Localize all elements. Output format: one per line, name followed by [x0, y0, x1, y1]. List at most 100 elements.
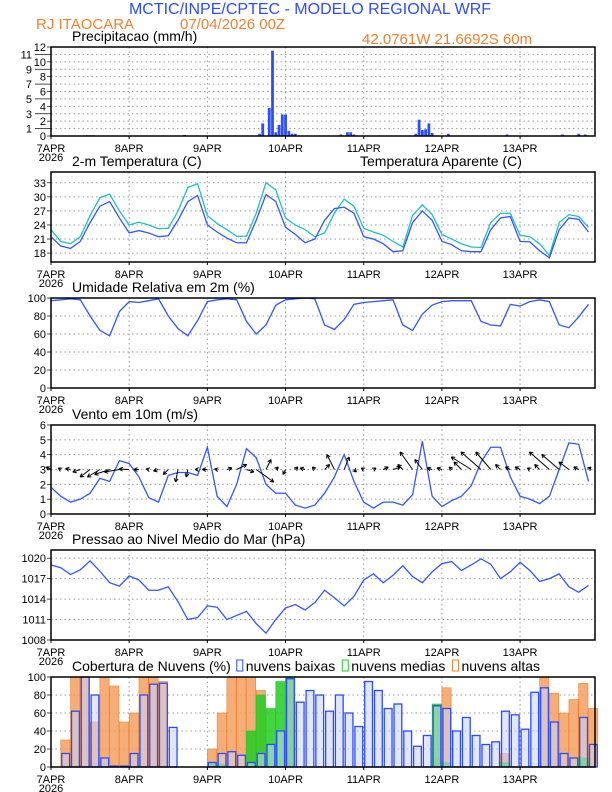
- wind-arrow-head: [250, 468, 255, 473]
- precip-bar: [261, 123, 265, 136]
- wind-vector: [311, 466, 317, 471]
- wind-arrow-head: [397, 466, 401, 471]
- y-tick-label: 1011: [22, 615, 46, 627]
- precip-bar: [414, 133, 418, 136]
- wind-vector: [79, 469, 91, 478]
- wind-arrow-head: [436, 467, 441, 472]
- wind-arrow-head: [449, 466, 454, 469]
- wind-arrow-head: [293, 466, 298, 469]
- x-tick-label: 12APR: [424, 269, 459, 281]
- cloud-bar-nuvens-baixas: [217, 752, 227, 768]
- precip-bar: [274, 132, 278, 136]
- cloud-bar-nuvens-baixas: [500, 710, 510, 768]
- cloud-bar-nuvens-altas: [109, 685, 120, 768]
- x-tick-label: 11APR: [347, 647, 381, 659]
- cloud-bar-nuvens-baixas: [344, 712, 354, 768]
- wind-arrow-head: [475, 451, 478, 457]
- y-tick-label: 30: [34, 192, 46, 204]
- wind-arrow-head: [145, 468, 150, 472]
- wind-arrow-head: [427, 466, 432, 469]
- legend-apparent-temperature: Temperatura Aparente (C): [360, 153, 522, 169]
- y-tick-label: 1008: [22, 635, 46, 647]
- wind-arrow-head: [104, 471, 109, 474]
- cloud-bar-nuvens-medias: [246, 730, 257, 768]
- wind-arrow-shaft: [541, 454, 560, 470]
- wind-arrow-shaft: [460, 451, 482, 470]
- wind-arrow-head: [326, 454, 331, 458]
- x-tick-label: 12APR: [424, 647, 459, 659]
- wind-vector: [118, 466, 130, 472]
- wind-arrow-head: [529, 451, 534, 454]
- panel-temp: [47, 171, 596, 265]
- cloud-bar-nuvens-baixas: [373, 689, 383, 768]
- x-tick-label: 9APR: [193, 269, 222, 281]
- run-date-label: 07/04/2026 00Z: [180, 16, 285, 33]
- wind-arrow-head: [397, 464, 402, 467]
- y-tick-label: 20: [34, 744, 46, 756]
- wind-vector: [133, 467, 139, 472]
- x-tick-label: 7APR: [37, 521, 66, 533]
- cloud-bar-nuvens-baixas: [530, 691, 540, 768]
- cloud-bar-nuvens-baixas: [70, 710, 80, 768]
- location-label: RJ ITAOCARA: [36, 16, 134, 33]
- wind-vector: [162, 469, 169, 475]
- y-tick-label: 33: [34, 178, 46, 190]
- wind-arrow-shaft: [399, 451, 413, 470]
- panel-title: Precipitacao (mm/h): [72, 28, 197, 44]
- y-tick-label: 40: [34, 347, 46, 359]
- wind-arrow-head: [299, 467, 304, 472]
- wind-vector: [397, 464, 404, 470]
- x-tick-label: 7APR: [37, 143, 66, 155]
- wind-arrow-head: [173, 478, 177, 483]
- y-tick-label: 80: [34, 311, 46, 323]
- cloud-bar-nuvens-baixas: [315, 694, 325, 768]
- cloud-bar-nuvens-baixas: [237, 754, 247, 768]
- wind-vector: [448, 466, 454, 471]
- wind-arrow-shaft: [326, 454, 335, 470]
- wind-arrow-head: [175, 478, 179, 483]
- cloud-bar-nuvens-baixas: [227, 751, 237, 768]
- y-tick-label: 60: [34, 708, 46, 720]
- y-tick-label: 4: [40, 450, 46, 462]
- wind-vector: [504, 466, 511, 471]
- cloud-bar-nuvens-altas: [568, 699, 579, 768]
- wind-arrow-head: [153, 467, 157, 472]
- panel-title: Cobertura de Nuvens (%): [72, 658, 231, 674]
- wind-vector: [274, 466, 279, 471]
- wind-vector: [514, 466, 521, 471]
- wind-vector: [202, 467, 208, 472]
- wind-arrow-shaft: [534, 464, 540, 470]
- wind-arrow-shaft: [495, 464, 501, 470]
- x-tick-label: 8APR: [115, 395, 144, 407]
- wind-arrow-head: [526, 467, 530, 472]
- cloud-bar-nuvens-baixas: [461, 716, 471, 768]
- precip-bar: [287, 130, 291, 136]
- x-tick-label: 13APR: [503, 521, 538, 533]
- x-tick-label: 8APR: [115, 143, 144, 155]
- x-tick-label: 10APR: [268, 521, 303, 533]
- panel-title: Vento em 10m (m/s): [72, 406, 198, 422]
- x-tick-label: 8APR: [115, 521, 144, 533]
- wind-arrow-head: [312, 466, 317, 469]
- wind-arrow-head: [345, 456, 350, 460]
- cloud-bar-nuvens-baixas: [412, 745, 423, 768]
- cloud-bar-nuvens-altas: [236, 676, 247, 768]
- wind-arrow-head: [385, 466, 389, 471]
- precip-bar: [346, 132, 349, 136]
- wind-arrow-head: [534, 464, 539, 467]
- x-year-label: 2026: [39, 783, 63, 792]
- y-tick-label: 1: [40, 494, 46, 506]
- cloud-bar-nuvens-baixas: [285, 678, 295, 768]
- wind-vector: [324, 464, 331, 470]
- wind-arrow-shaft: [343, 456, 350, 470]
- wind-vector: [173, 469, 179, 483]
- precip-bar: [424, 129, 428, 136]
- wind-arrow-head: [80, 475, 85, 478]
- wind-arrow-head: [299, 466, 305, 469]
- cloud-bar-nuvens-baixas: [364, 680, 374, 768]
- wind-vector: [383, 466, 389, 471]
- precip-bar: [577, 133, 581, 136]
- x-tick-label: 12APR: [424, 521, 459, 533]
- wind-arrow-head: [153, 470, 158, 473]
